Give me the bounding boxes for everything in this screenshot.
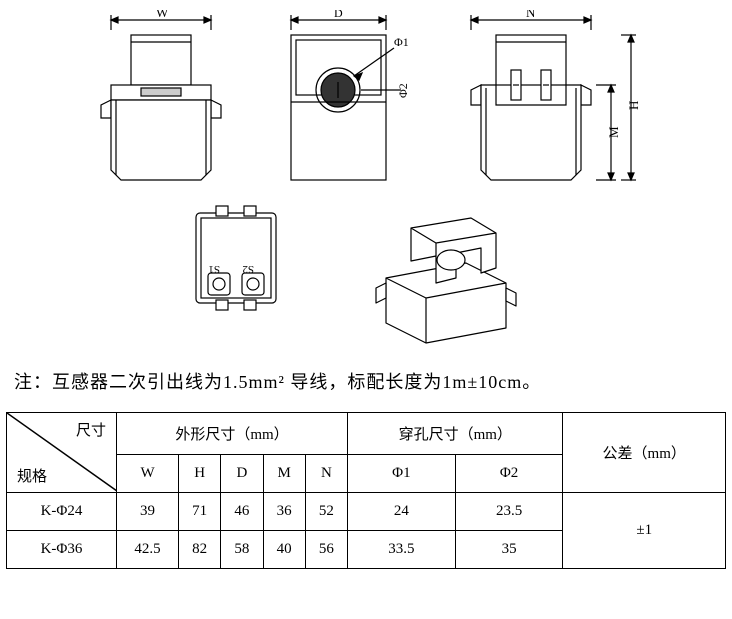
header-spec-label: 规格 [17,465,47,486]
front-view-w: W [86,10,236,190]
value-cell: 56 [305,531,347,569]
value-cell: 39 [117,493,179,531]
drawing-row-1: W [86,10,726,190]
value-cell: 46 [221,493,263,531]
value-cell: 42.5 [117,531,179,569]
header-outer-dims: 外形尺寸（mm） [117,413,348,455]
note-body: 互感器二次引出线为1.5mm² 导线，标配长度为1m±10cm。 [52,372,541,392]
dim-h-label: H [626,101,641,110]
value-cell: 24 [348,493,456,531]
isometric-view [356,198,526,348]
col-n: N [305,455,347,493]
value-cell: 71 [179,493,221,531]
value-cell: 23.5 [455,493,563,531]
value-cell: 36 [263,493,305,531]
value-cell: 52 [305,493,347,531]
dim-phi2-label: Φ2 [396,83,410,98]
note-prefix: 注： [14,372,52,392]
side-view-d: D Φ1 Φ2 [266,10,426,190]
header-size-spec: 尺寸 规格 [7,413,117,493]
drawing-row-2: S1 S2 [86,198,726,348]
col-m: M [263,455,305,493]
spec-cell: K-Φ36 [7,531,117,569]
terminal-s1-label: S1 [208,263,220,275]
header-tolerance: 公差（mm） [563,413,726,493]
value-cell: 33.5 [348,531,456,569]
value-cell: 40 [263,531,305,569]
dim-n-label: N [526,10,536,20]
specification-table: 尺寸 规格 外形尺寸（mm） 穿孔尺寸（mm） 公差（mm） W H D M N… [6,412,726,569]
value-cell: 35 [455,531,563,569]
value-cell: 82 [179,531,221,569]
bottom-view: S1 S2 [176,198,296,318]
header-hole-dims: 穿孔尺寸（mm） [348,413,563,455]
dim-phi1-label: Φ1 [394,35,409,49]
dim-m-label: M [606,126,621,138]
col-phi2: Φ2 [455,455,563,493]
table-header-row-1: 尺寸 规格 外形尺寸（mm） 穿孔尺寸（mm） 公差（mm） [7,413,726,455]
col-d: D [221,455,263,493]
side-view-nhm: N [456,10,656,190]
col-h: H [179,455,221,493]
dim-d-label: D [334,10,343,20]
col-phi1: Φ1 [348,455,456,493]
value-cell: 58 [221,531,263,569]
terminal-s2-label: S2 [242,263,254,275]
table-row: K-Φ24 39 71 46 36 52 24 23.5 ±1 [7,493,726,531]
spec-cell: K-Φ24 [7,493,117,531]
dim-w-label: W [156,10,169,20]
header-size-label: 尺寸 [76,419,106,440]
tolerance-cell: ±1 [563,493,726,569]
note-text: 注：互感器二次引出线为1.5mm² 导线，标配长度为1m±10cm。 [14,368,726,394]
technical-drawings: W [6,10,726,348]
col-w: W [117,455,179,493]
